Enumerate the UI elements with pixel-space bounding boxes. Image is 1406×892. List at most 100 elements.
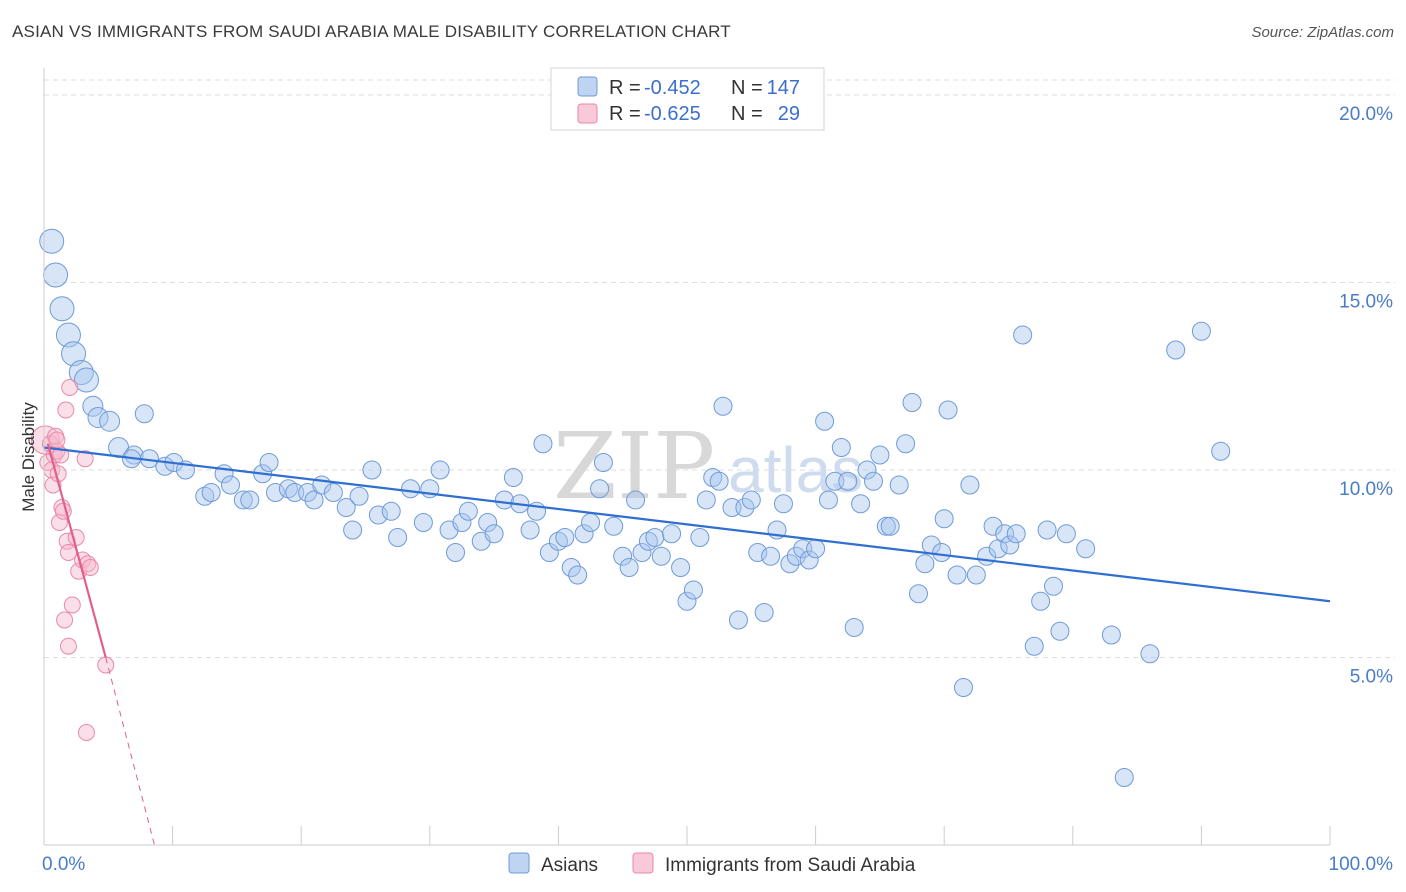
- asian-point: [581, 513, 601, 532]
- chart-title: ASIAN VS IMMIGRANTS FROM SAUDI ARABIA MA…: [12, 22, 731, 41]
- asian-point: [1056, 524, 1076, 544]
- saudi-point: [77, 724, 95, 741]
- asian-point: [934, 509, 954, 529]
- asian-point: [388, 528, 408, 547]
- asian-point: [259, 453, 279, 472]
- x-tick-label-max: 100.0%: [1329, 854, 1394, 875]
- asian-point: [1140, 644, 1160, 664]
- asian-point: [590, 479, 610, 499]
- legend-r-label-asian: R =: [609, 77, 641, 99]
- asian-point: [780, 554, 800, 574]
- x-tick-label-min: 0.0%: [42, 854, 85, 875]
- asian-point: [638, 531, 658, 551]
- asian-point: [818, 490, 838, 510]
- asian-point: [201, 483, 221, 502]
- series-legend: Asians Immigrants from Saudi Arabia: [508, 852, 916, 876]
- asian-point: [503, 468, 523, 487]
- y-tick-label: 5.0%: [1350, 667, 1393, 688]
- asian-point: [815, 411, 835, 431]
- saudi-trend-extension: [105, 657, 155, 846]
- asian-point: [1000, 535, 1020, 555]
- asian-point: [68, 360, 94, 385]
- asian-point: [619, 558, 639, 577]
- asian-point: [908, 584, 928, 604]
- asian-point: [134, 404, 154, 424]
- asian-point: [233, 490, 253, 510]
- bottom-legend-label-asian[interactable]: Asians: [541, 855, 598, 876]
- asian-point: [368, 505, 388, 525]
- asian-point: [662, 524, 682, 544]
- legend-r-value-saudi: -0.625: [644, 103, 701, 125]
- asian-point: [413, 513, 433, 532]
- asian-point: [458, 501, 478, 521]
- asian-point: [844, 618, 864, 637]
- asian-point: [838, 471, 858, 491]
- asian-point: [548, 531, 568, 551]
- asian-point: [39, 228, 65, 254]
- bottom-legend-label-saudi[interactable]: Immigrants from Saudi Arabia: [665, 855, 916, 876]
- asian-point: [947, 565, 967, 585]
- asian-point: [741, 490, 761, 510]
- asian-point: [831, 438, 851, 457]
- asian-point: [696, 490, 716, 510]
- source-label: Source: ZipAtlas.com: [1251, 24, 1394, 41]
- asian-point: [761, 546, 781, 566]
- asian-point: [645, 528, 665, 547]
- asian-point: [604, 516, 624, 536]
- asian-point: [1191, 321, 1211, 341]
- asian-point: [323, 483, 343, 502]
- asian-point: [484, 524, 504, 544]
- asian-point: [520, 520, 540, 540]
- legend-swatch-saudi: [577, 103, 598, 124]
- asian-point: [195, 486, 215, 506]
- asian-point: [786, 546, 806, 566]
- saudi-point: [76, 450, 94, 468]
- asian-point: [677, 591, 697, 611]
- asian-point: [995, 524, 1015, 544]
- saudi-point: [48, 431, 66, 449]
- asian-point: [240, 490, 260, 510]
- asian-point: [1031, 591, 1051, 611]
- saudi-point: [59, 637, 77, 655]
- y-axis-label: Male Disability: [19, 402, 38, 512]
- asian-point: [863, 471, 883, 491]
- asian-point: [1076, 539, 1096, 559]
- asian-point: [61, 341, 87, 367]
- asian-point: [613, 546, 633, 566]
- asian-point: [304, 490, 324, 510]
- asian-point: [452, 513, 472, 532]
- asian-point: [1211, 441, 1231, 461]
- asian-point: [430, 460, 450, 480]
- saudi-point: [54, 502, 72, 520]
- grid-layer: [44, 79, 1395, 658]
- asian-point: [478, 513, 498, 532]
- bottom-legend-swatch-saudi[interactable]: [632, 852, 654, 874]
- asian-point: [574, 524, 594, 544]
- asian-point: [446, 543, 466, 562]
- saudi-point: [67, 529, 85, 546]
- asian-point: [1050, 621, 1070, 641]
- asian-point: [632, 543, 652, 562]
- asian-point: [915, 554, 935, 574]
- legend-n-label-saudi: N =: [731, 103, 763, 125]
- asian-point: [533, 434, 553, 454]
- asian-point: [932, 543, 952, 562]
- asian-point: [1013, 325, 1033, 345]
- legend-n-value-saudi: 29: [778, 103, 800, 125]
- saudi-points: [30, 379, 115, 741]
- y-tick-label: 20.0%: [1339, 104, 1393, 125]
- asian-point: [806, 539, 826, 559]
- asian-point: [713, 396, 733, 416]
- asian-point: [55, 322, 81, 348]
- y-tick-label: 15.0%: [1339, 292, 1393, 313]
- asian-point: [494, 490, 514, 510]
- asian-point: [43, 262, 69, 288]
- bottom-legend-swatch-asian[interactable]: [508, 852, 530, 874]
- asian-point: [555, 528, 575, 547]
- asian-point: [902, 393, 922, 412]
- watermark-zip: ZIP: [553, 413, 715, 520]
- saudi-trend-line: [46, 443, 107, 658]
- saudi-point: [61, 379, 79, 396]
- legend-n-label-asian: N =: [731, 77, 763, 99]
- asian-trend-line: [43, 446, 1331, 603]
